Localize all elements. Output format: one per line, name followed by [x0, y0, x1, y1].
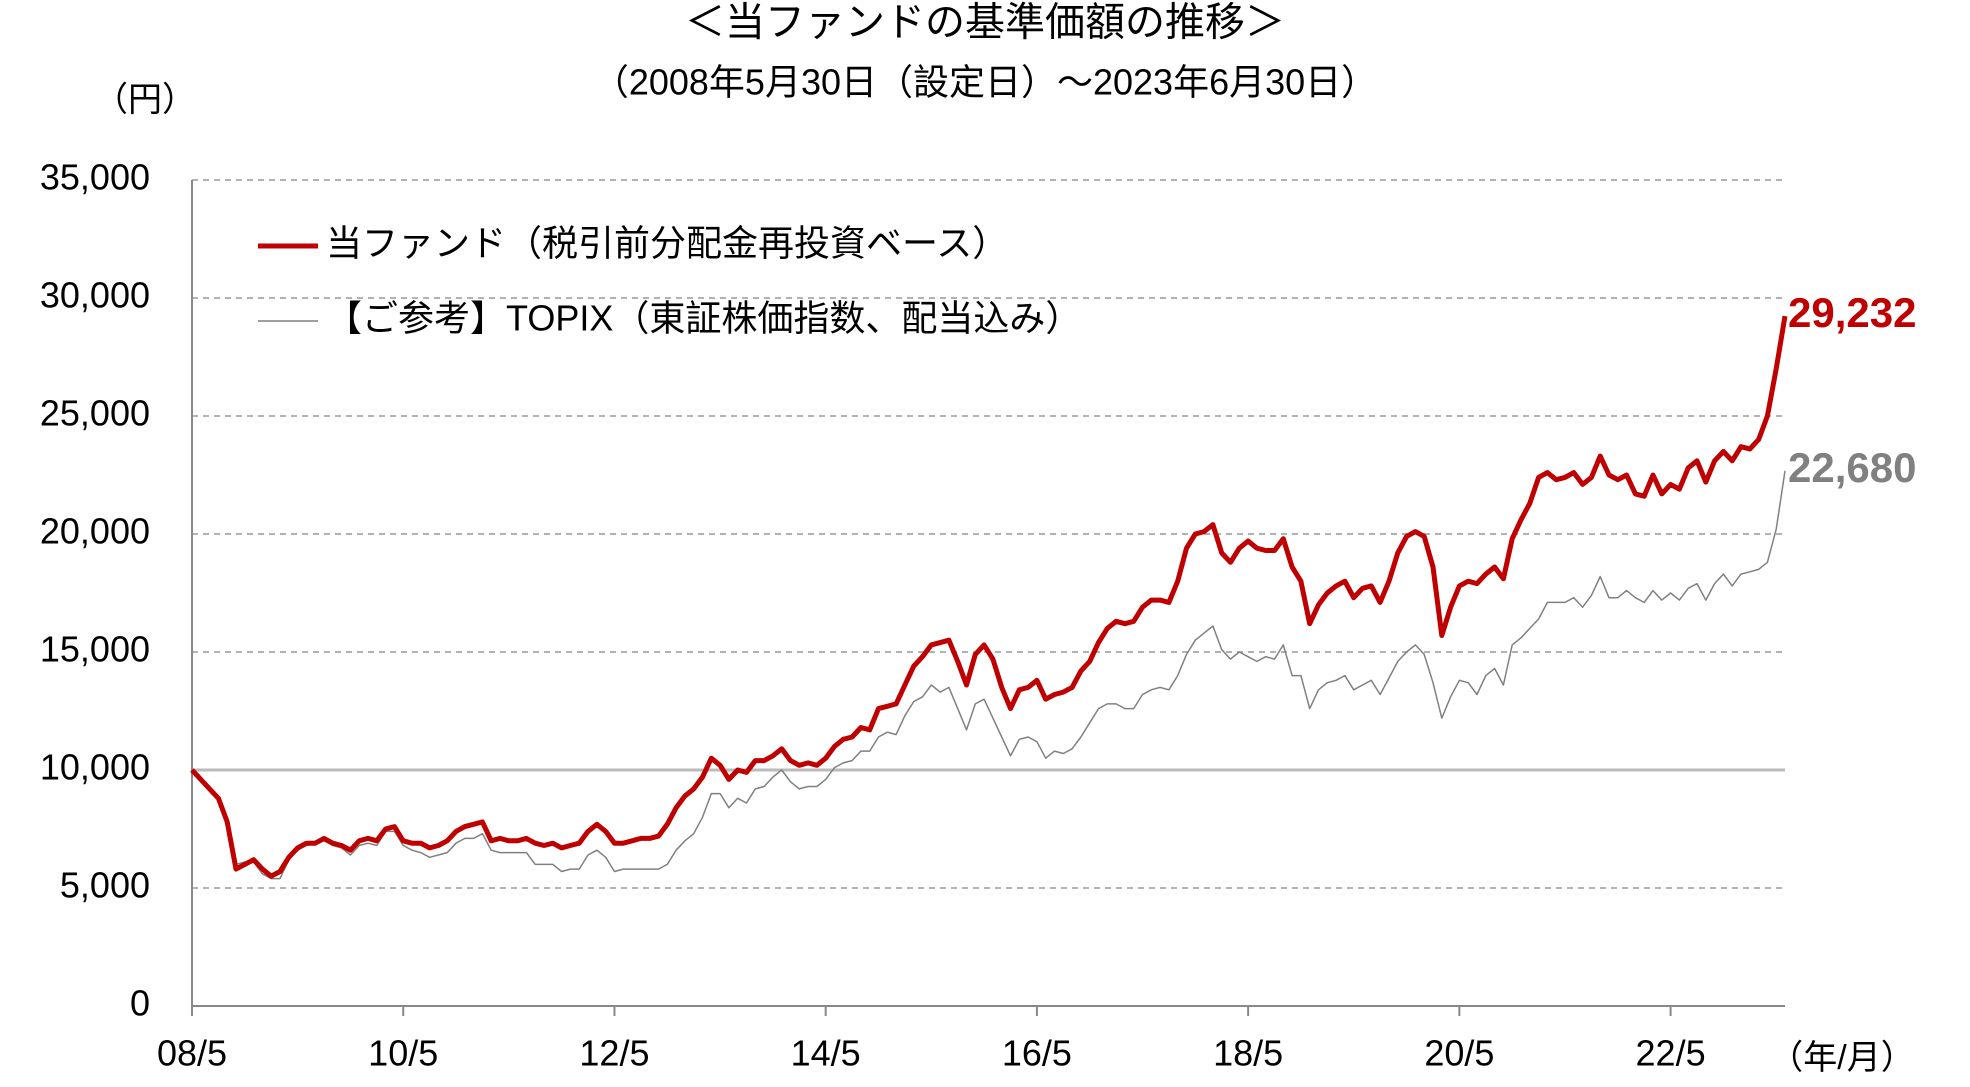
x-tick-label: 08/5 [157, 1033, 227, 1074]
end-label: 29,232 [1788, 289, 1916, 336]
series-line [191, 470, 1786, 880]
y-tick-label: 5,000 [60, 865, 150, 906]
x-tick-label: 10/5 [368, 1033, 438, 1074]
y-tick-label: 15,000 [40, 629, 150, 670]
x-axis-label: （年/月） [1769, 1039, 1914, 1077]
y-tick-label: 0 [130, 983, 150, 1024]
legend-label: 当ファンド（税引前分配金再投資ベース） [326, 223, 1008, 264]
series-line [190, 315, 1788, 879]
x-tick-label: 14/5 [791, 1033, 861, 1074]
y-tick-label: 25,000 [40, 393, 150, 434]
y-axis-label: （円） [94, 81, 196, 119]
x-tick-label: 18/5 [1213, 1033, 1283, 1074]
chart-subtitle: （2008年5月30日（設定日）～2023年6月30日） [593, 62, 1377, 103]
x-tick-label: 12/5 [579, 1033, 649, 1074]
y-tick-label: 35,000 [40, 157, 150, 198]
chart-title: ＜当ファンドの基準価額の推移＞ [685, 1, 1285, 45]
end-label: 22,680 [1788, 444, 1916, 491]
x-tick-label: 20/5 [1424, 1033, 1494, 1074]
x-tick-label: 16/5 [1002, 1033, 1072, 1074]
y-tick-label: 30,000 [40, 275, 150, 316]
y-tick-label: 20,000 [40, 511, 150, 552]
y-tick-label: 10,000 [40, 747, 150, 788]
legend-label: 【ご参考】TOPIX（東証株価指数、配当込み） [326, 298, 1081, 339]
x-tick-label: 22/5 [1636, 1033, 1706, 1074]
